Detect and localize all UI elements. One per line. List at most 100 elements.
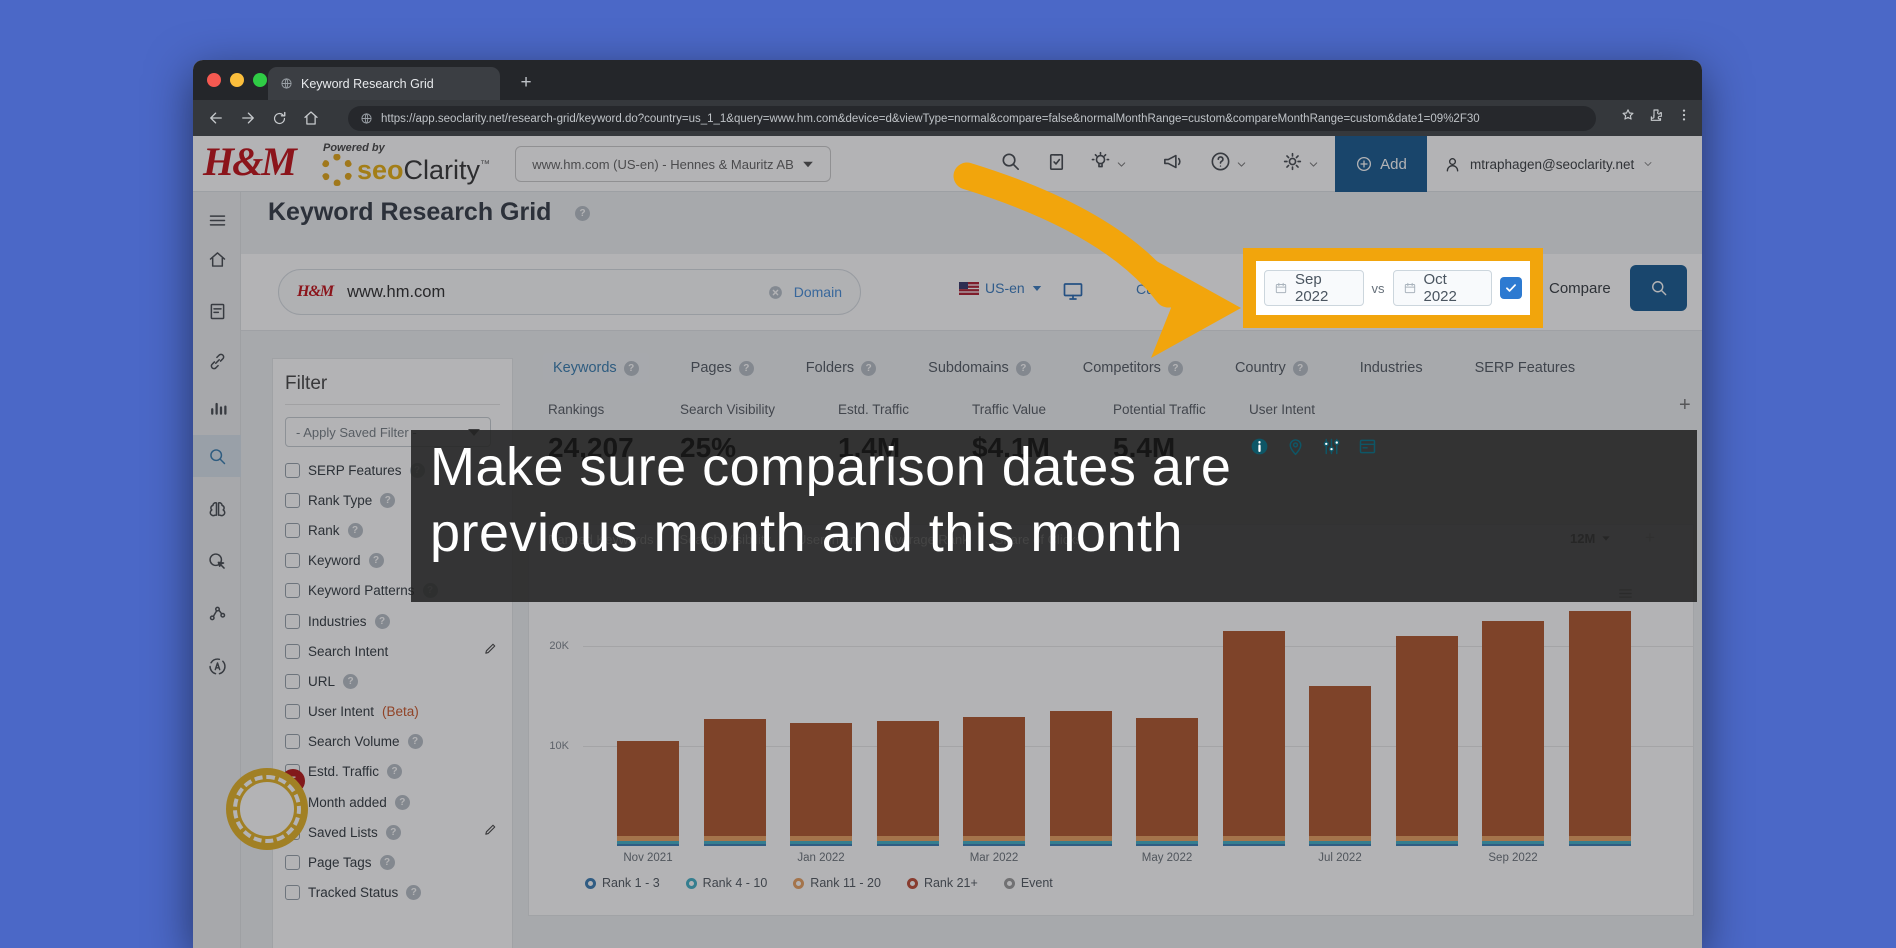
help-icon[interactable]: ? [379, 855, 395, 871]
tab-pages[interactable]: Pages? [681, 353, 764, 383]
chart-subtab[interactable]: Ranked Keywords [548, 532, 654, 547]
domain-chip[interactable]: Domain [793, 284, 842, 300]
tab-country[interactable]: Country? [1225, 353, 1318, 383]
filter-checkbox[interactable] [285, 613, 300, 629]
close-window-button[interactable] [207, 73, 221, 87]
filter-row: URL? [285, 666, 500, 696]
tab-competitors[interactable]: Competitors? [1073, 353, 1193, 383]
sidebar-item-click-icon[interactable] [193, 540, 241, 582]
back-icon[interactable] [207, 109, 225, 127]
chevron-icon[interactable] [1235, 158, 1248, 171]
page-title-help-icon[interactable]: ? [575, 206, 590, 221]
help-icon[interactable]: ? [407, 734, 423, 750]
filter-checkbox[interactable] [285, 583, 300, 599]
filter-checkbox[interactable] [285, 734, 300, 750]
bar-segment [1568, 611, 1631, 836]
help-icon[interactable]: ? [347, 522, 363, 538]
help-icon[interactable] [1209, 150, 1232, 173]
address-bar[interactable]: https://app.seoclarity.net/research-grid… [348, 106, 1596, 131]
pencil-edit-icon[interactable] [483, 641, 498, 661]
help-icon[interactable]: ? [343, 673, 359, 689]
compare-checkbox[interactable] [1500, 277, 1522, 299]
bar-segment [1049, 843, 1112, 846]
chart-subtab[interactable]: Search Visibility [679, 532, 772, 547]
add-button[interactable]: Add [1335, 136, 1427, 192]
chart-subtab[interactable]: User Intent [797, 532, 861, 547]
date-from-input[interactable]: Sep 2022 [1264, 270, 1364, 306]
help-icon[interactable]: ? [1167, 360, 1183, 376]
sidebar-item-bar-chart-icon[interactable] [193, 386, 241, 428]
help-icon[interactable]: ? [368, 553, 384, 569]
tab-industries[interactable]: Industries [1350, 353, 1433, 383]
chart-subtab[interactable]: Average Rank [886, 532, 969, 547]
filter-checkbox[interactable] [285, 492, 300, 508]
search-submit-button[interactable] [1630, 265, 1687, 311]
chart-range-dropdown[interactable]: 12M [1570, 531, 1612, 546]
tab-keywords[interactable]: Keywords? [543, 353, 649, 383]
tab-serp-features[interactable]: SERP Features [1465, 353, 1585, 383]
domain-selector-dropdown[interactable]: www.hm.com (US-en) - Hennes & Mauritz AB [515, 146, 831, 182]
sidebar-item-brain-icon[interactable] [193, 488, 241, 530]
forward-icon[interactable] [239, 109, 257, 127]
tab-folders[interactable]: Folders? [796, 353, 886, 383]
sidebar-item-search-icon[interactable] [193, 435, 241, 477]
help-icon[interactable]: ? [1015, 360, 1031, 376]
tab-label: Folders [805, 360, 855, 376]
filter-checkbox[interactable] [285, 704, 300, 720]
sidebar-item-home-icon[interactable] [193, 238, 241, 280]
help-icon[interactable]: ? [738, 360, 754, 376]
help-icon[interactable]: ? [1292, 360, 1308, 376]
metric-label: Rankings [548, 402, 605, 417]
legend-ring-icon [585, 877, 596, 889]
tab-subdomains[interactable]: Subdomains? [918, 353, 1041, 383]
filter-checkbox[interactable] [285, 673, 300, 689]
chart-subtab[interactable]: Share of Clicks [994, 532, 1083, 547]
chart-add-plus-icon[interactable]: + [1645, 528, 1655, 547]
pencil-edit-icon[interactable] [483, 822, 498, 842]
legend-item[interactable]: Rank 1 - 3 [585, 876, 660, 890]
window-controls[interactable] [207, 73, 267, 87]
help-icon[interactable]: ? [374, 613, 390, 629]
help-icon[interactable]: ? [380, 492, 396, 508]
browser-menu-kebab-icon[interactable] [1676, 107, 1692, 123]
new-tab-button[interactable]: + [520, 72, 532, 93]
date-to-input[interactable]: Oct 2022 [1392, 270, 1492, 306]
sidebar-item-network-icon[interactable] [193, 592, 241, 634]
legend-item[interactable]: Rank 4 - 10 [685, 876, 767, 890]
add-metric-plus-icon[interactable]: + [1679, 394, 1691, 416]
reload-icon[interactable] [271, 110, 288, 127]
user-account-menu[interactable]: mtraphagen@seoclarity.net [1443, 136, 1654, 192]
maximize-window-button[interactable] [253, 73, 267, 87]
chevron-icon[interactable] [1307, 158, 1320, 171]
filter-checkbox[interactable] [285, 643, 300, 659]
site-info-icon[interactable] [360, 112, 373, 125]
help-icon[interactable]: ? [623, 360, 639, 376]
help-icon[interactable]: ? [394, 794, 410, 810]
filter-checkbox[interactable] [285, 553, 300, 569]
query-input[interactable]: H&M www.hm.com Domain [278, 269, 861, 315]
sidebar-item-link-icon[interactable] [193, 340, 241, 382]
sidebar-item-report-icon[interactable] [193, 290, 241, 332]
browser-tab[interactable]: Keyword Research Grid [268, 67, 500, 100]
filter-checkbox[interactable] [285, 885, 300, 901]
filter-checkbox[interactable] [285, 462, 300, 478]
sidebar-item-translate-icon[interactable] [193, 645, 241, 687]
clear-x-circle-icon[interactable] [767, 284, 784, 301]
filter-checkbox[interactable] [285, 522, 300, 538]
extensions-puzzle-icon[interactable] [1648, 107, 1664, 123]
sidebar-item-menu-icon[interactable] [193, 199, 241, 241]
legend-item[interactable]: Rank 11 - 20 [793, 876, 881, 890]
filter-title: Filter [285, 373, 500, 405]
browser-home-icon[interactable] [302, 109, 320, 127]
legend-item[interactable]: Event [1003, 876, 1053, 890]
gear-icon[interactable] [1281, 150, 1304, 173]
help-icon[interactable]: ? [406, 885, 422, 901]
help-icon[interactable]: ? [387, 764, 403, 780]
chart-menu-icon[interactable] [1617, 585, 1634, 602]
help-icon[interactable]: ? [861, 360, 877, 376]
help-icon[interactable]: ? [385, 824, 401, 840]
bookmark-star-icon[interactable] [1620, 107, 1636, 123]
filter-checkbox[interactable] [285, 855, 300, 871]
legend-item[interactable]: Rank 21+ [906, 876, 978, 890]
minimize-window-button[interactable] [230, 73, 244, 87]
